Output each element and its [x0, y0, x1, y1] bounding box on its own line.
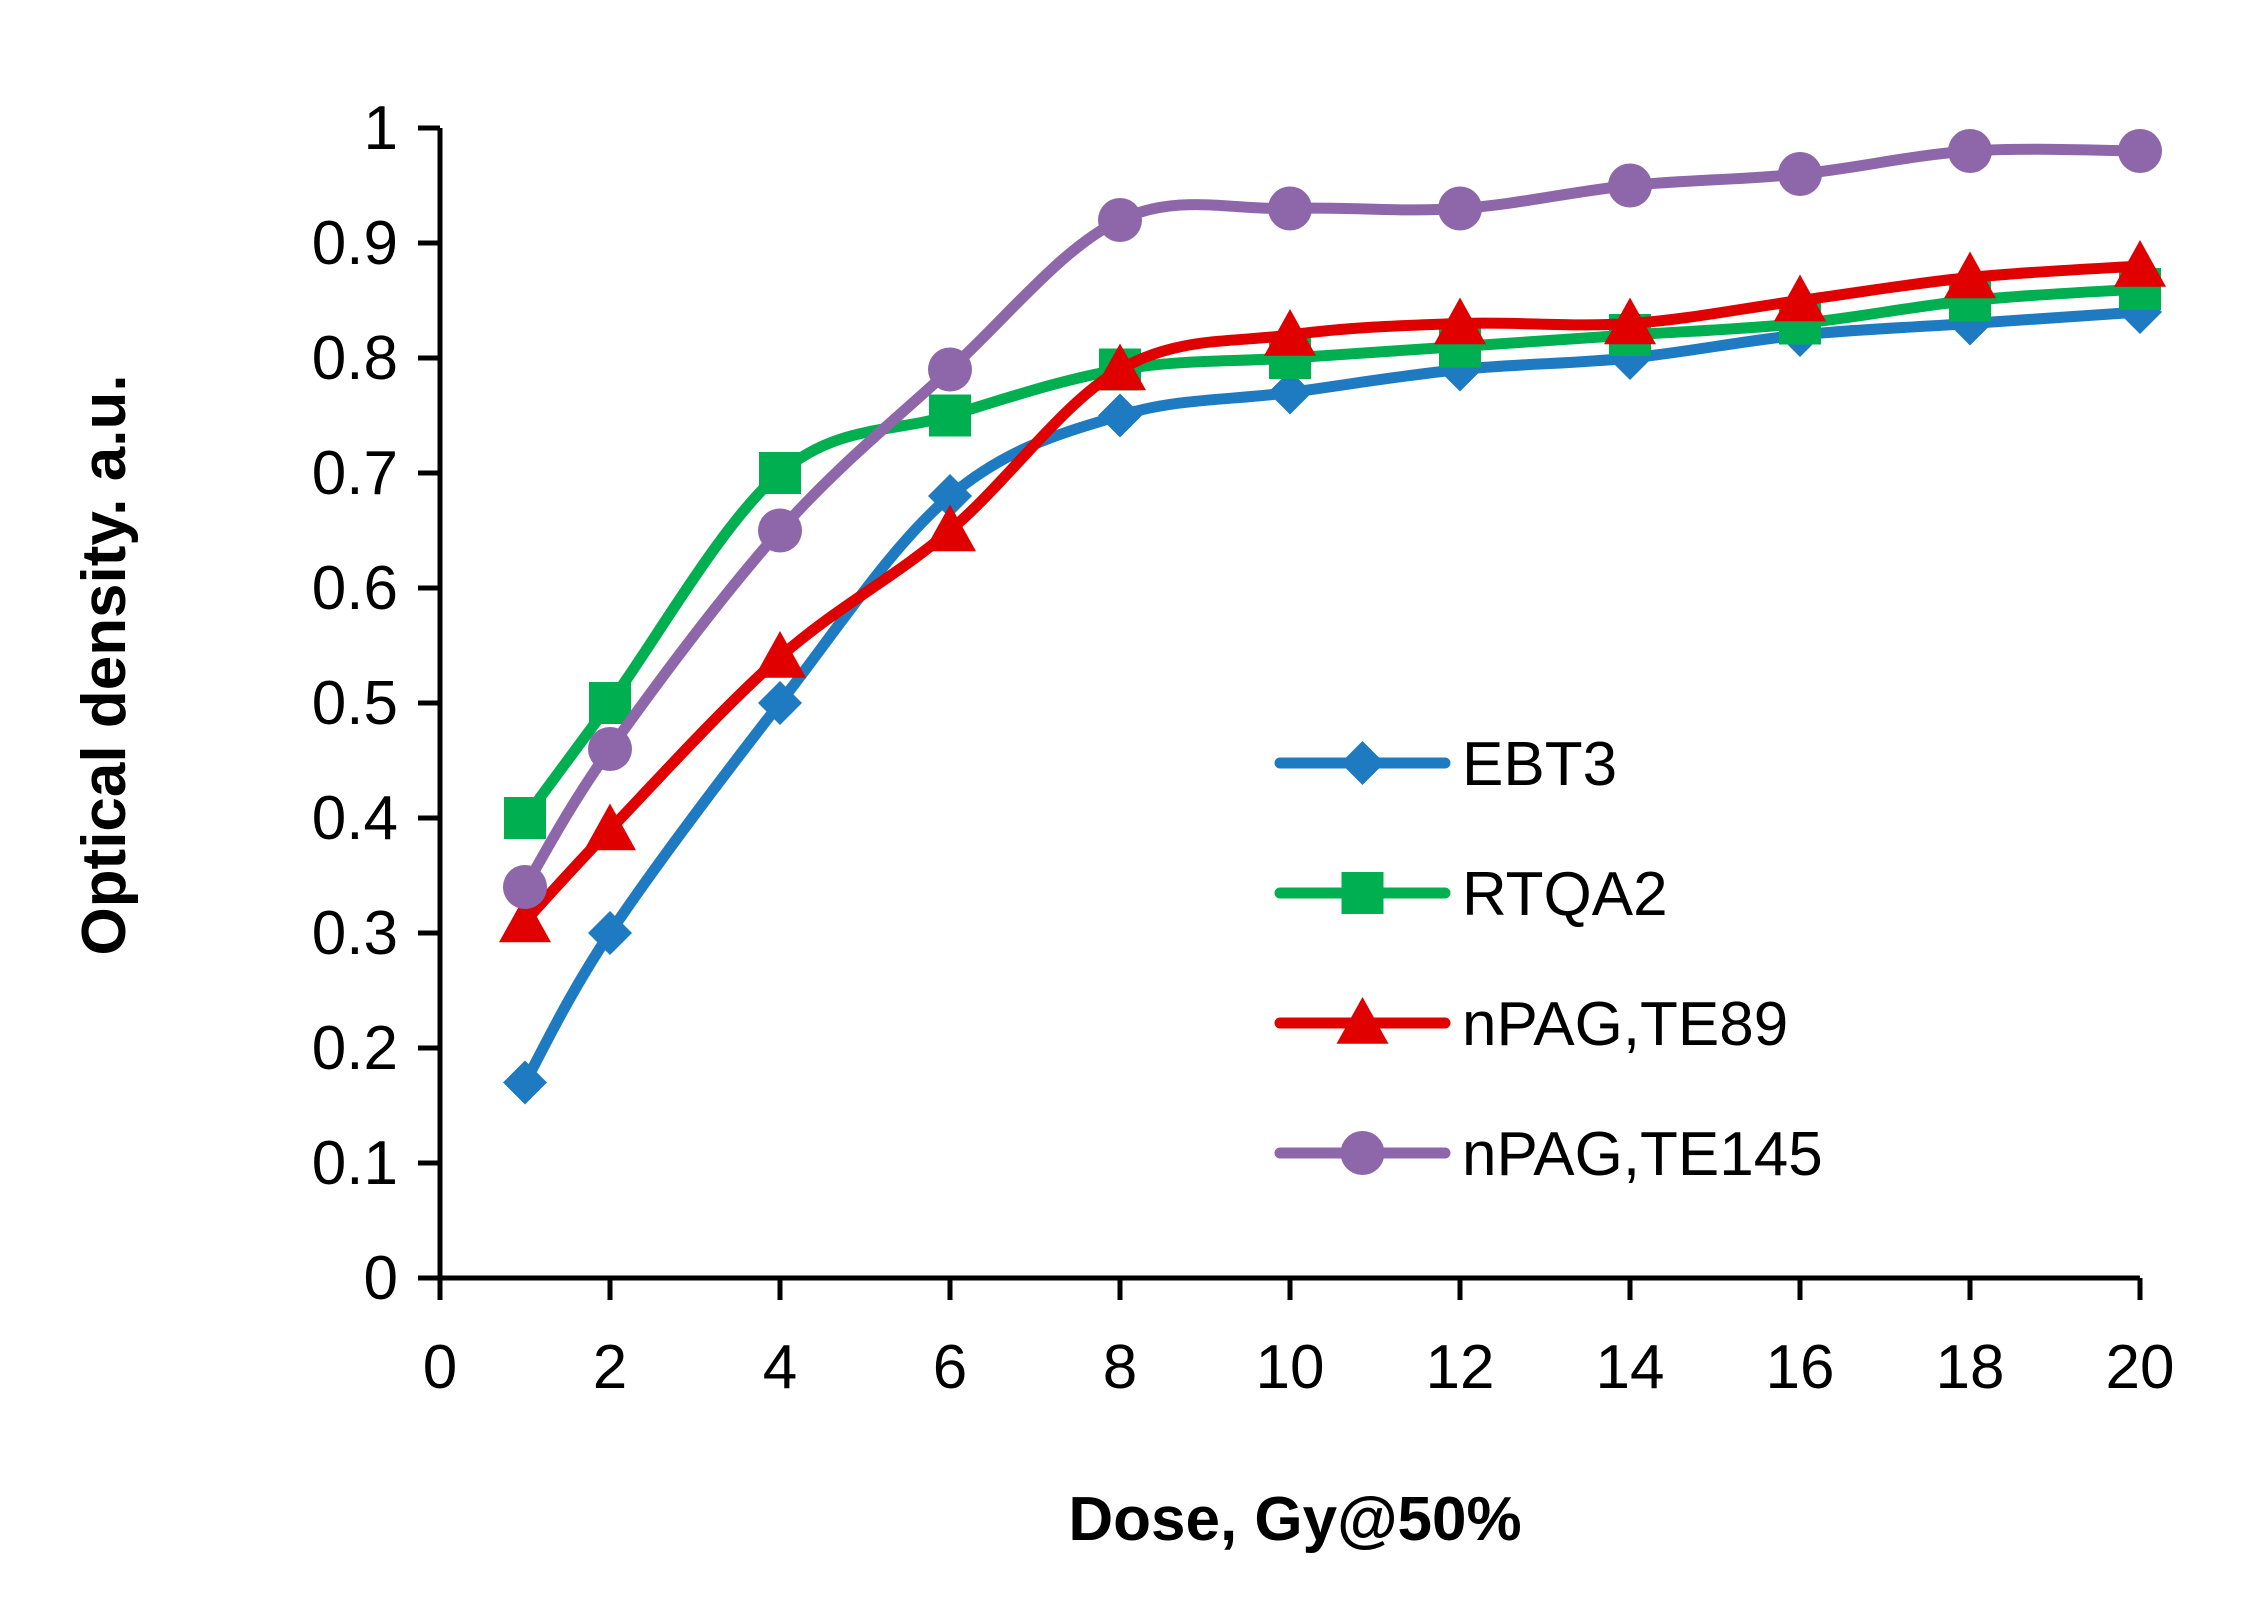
legend-label: EBT3 — [1462, 730, 1617, 799]
series-line — [519, 143, 2146, 893]
x-tick-label: 12 — [1426, 1333, 1495, 1402]
legend-item: EBT3 — [1274, 730, 1617, 799]
data-point — [928, 474, 972, 518]
x-ticks: 0 2 4 6 8 10 12 14 16 18 20 — [423, 1278, 2175, 1402]
data-point — [754, 631, 806, 678]
legend-item: nPAG,TE145 — [1274, 1120, 1823, 1189]
data-point — [504, 797, 546, 839]
data-point — [503, 1060, 547, 1105]
series-circle — [503, 129, 2162, 909]
x-tick-label: 4 — [763, 1333, 797, 1402]
x-tick-label: 18 — [1936, 1333, 2005, 1402]
x-axis-title: Dose, Gy@50% — [1068, 1485, 1521, 1554]
y-tick-label: 0.2 — [312, 1014, 398, 1083]
legend: EBT3 RTQA2 nPAG,TE89 nPAG,TE145 — [1274, 730, 1823, 1189]
x-tick-label: 6 — [933, 1333, 967, 1402]
data-point — [759, 452, 801, 494]
data-point — [928, 347, 972, 392]
data-point — [1434, 297, 1486, 345]
data-point — [1778, 152, 1822, 196]
y-tick-label: 0.8 — [312, 324, 398, 393]
x-tick-label: 10 — [1256, 1333, 1325, 1402]
data-point — [1098, 198, 1142, 242]
y-tick-label: 1 — [364, 94, 398, 163]
data-point — [1264, 309, 1316, 356]
y-tick-label: 0.9 — [312, 209, 398, 278]
data-point — [503, 865, 547, 909]
data-point — [1268, 186, 1312, 231]
x-tick-label: 0 — [423, 1333, 457, 1402]
y-axis-title: Optical density. a.u. — [70, 374, 139, 955]
y-tick-label: 0.5 — [312, 669, 398, 738]
legend-swatch-marker — [1340, 741, 1385, 785]
y-ticks: 0 0.1 0.2 0.3 0.4 0.5 0.6 0.7 0.8 0.9 1 — [312, 94, 440, 1313]
legend-label: nPAG,TE145 — [1462, 1120, 1823, 1189]
data-point — [924, 504, 976, 552]
data-point — [1944, 251, 1996, 299]
legend-swatch-marker — [1336, 997, 1389, 1044]
data-point — [758, 508, 802, 553]
data-point — [1094, 343, 1146, 391]
data-point — [929, 394, 971, 437]
y-tick-label: 0.6 — [312, 554, 398, 623]
x-tick-label: 8 — [1103, 1333, 1137, 1402]
x-tick-label: 2 — [593, 1333, 627, 1402]
data-point — [499, 895, 551, 943]
data-point — [1098, 393, 1142, 438]
y-tick-label: 0 — [364, 1244, 398, 1313]
data-point — [588, 727, 632, 771]
series-line — [519, 306, 2146, 1088]
data-point — [589, 682, 631, 724]
legend-swatch-marker — [1340, 1131, 1385, 1175]
data-point — [1438, 186, 1482, 231]
legend-swatch-marker — [1341, 872, 1384, 914]
y-tick-label: 0.3 — [312, 899, 398, 968]
legend-label: nPAG,TE89 — [1462, 990, 1788, 1059]
x-tick-label: 16 — [1766, 1333, 1835, 1402]
x-tick-label: 20 — [2106, 1333, 2175, 1402]
series-layer — [499, 129, 2166, 1105]
data-point — [758, 681, 802, 725]
y-tick-label: 0.1 — [312, 1129, 398, 1198]
y-tick-label: 0.4 — [312, 784, 398, 853]
data-point — [2114, 240, 2166, 287]
data-point — [1774, 274, 1826, 322]
data-point — [1604, 297, 1656, 345]
data-point — [588, 911, 632, 955]
data-point — [584, 803, 636, 851]
data-point — [1608, 163, 1652, 208]
axes: 0 0.1 0.2 0.3 0.4 0.5 0.6 0.7 0.8 0.9 1 0 2 4 6 8 10 12 1… — [312, 94, 2175, 1402]
legend-item: RTQA2 — [1274, 860, 1668, 929]
series-triangle — [499, 240, 2166, 943]
data-point — [1268, 370, 1312, 415]
legend-item: nPAG,TE89 — [1274, 990, 1788, 1059]
data-point — [1948, 129, 1992, 173]
legend-label: RTQA2 — [1462, 860, 1668, 929]
x-tick-label: 14 — [1596, 1333, 1665, 1402]
data-point — [2118, 129, 2162, 173]
y-tick-label: 0.7 — [312, 439, 398, 508]
